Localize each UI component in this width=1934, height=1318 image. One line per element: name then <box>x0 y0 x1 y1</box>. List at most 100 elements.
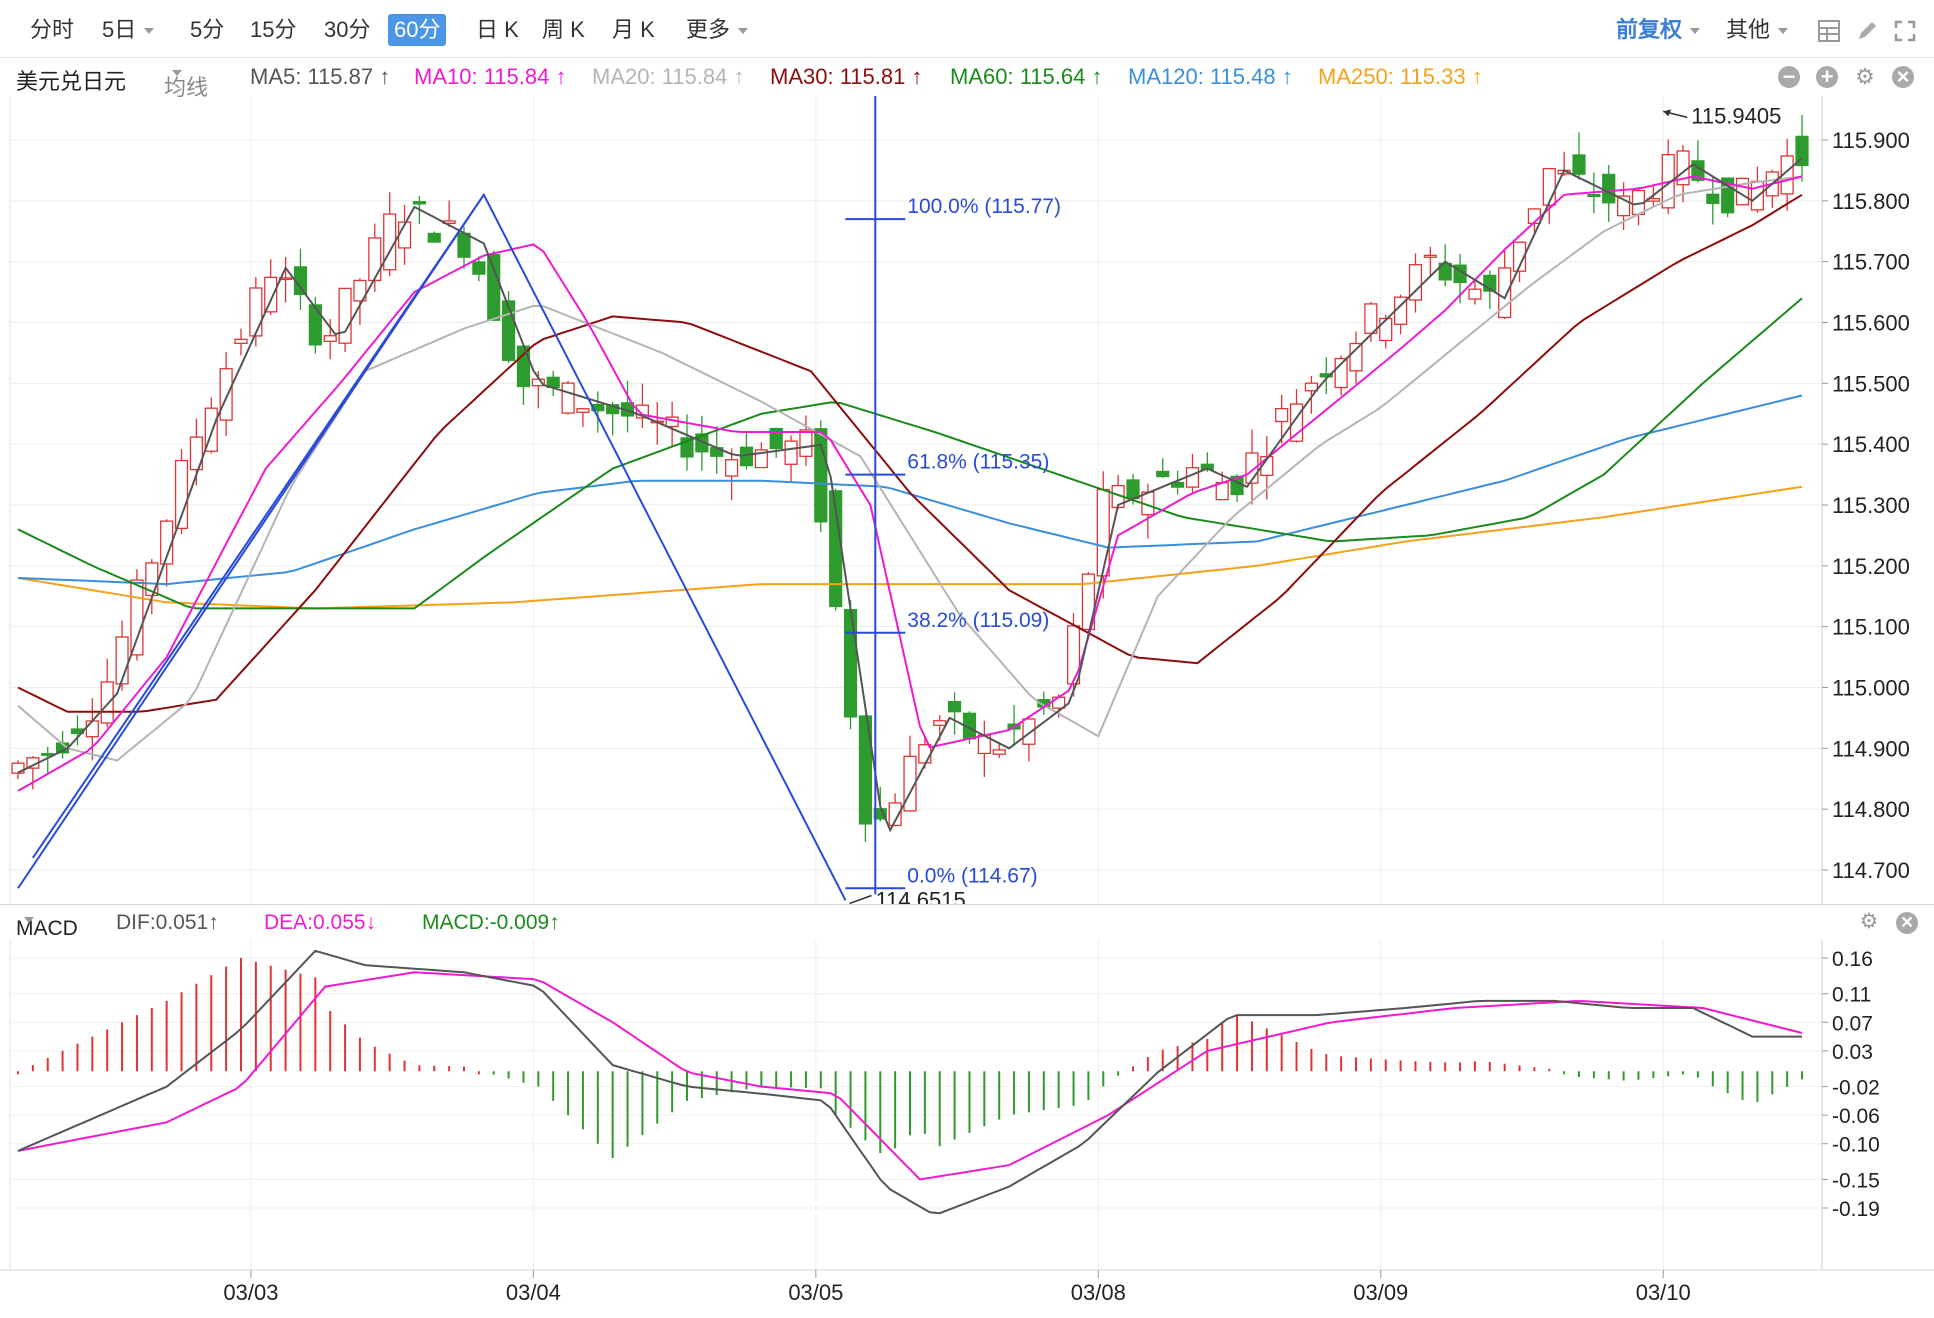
more-dropdown[interactable]: 更多 <box>680 14 754 46</box>
macd-histogram <box>17 958 1803 1158</box>
candle-body <box>561 382 575 414</box>
candle <box>1334 355 1348 396</box>
candle <box>1171 470 1185 495</box>
line-ma5 <box>17 157 1803 833</box>
x-tick-label: 03/09 <box>1353 1280 1408 1305</box>
candle <box>472 256 486 282</box>
candle <box>1423 246 1437 276</box>
candle <box>576 408 590 427</box>
candle-body <box>487 254 501 321</box>
candle <box>814 420 828 532</box>
candle <box>279 257 293 303</box>
candle-body <box>85 720 99 738</box>
tab-period-3[interactable]: 5分 <box>190 17 225 42</box>
line-dif <box>17 949 1802 1215</box>
candle <box>784 435 798 483</box>
candle <box>858 714 872 842</box>
candle <box>249 277 263 347</box>
ma250-label: MA250: 115.33 ↑ <box>1318 64 1483 89</box>
candle-body <box>680 437 694 458</box>
candle-body <box>1512 241 1527 272</box>
candle <box>234 328 248 356</box>
candle-body <box>249 287 263 337</box>
time-axis: 03/03 03/04 03/05 03/08 03/09 03/10 <box>0 1269 1934 1305</box>
candle-body <box>1468 288 1482 300</box>
candle-body <box>1022 718 1036 745</box>
candle-body <box>427 232 441 243</box>
candle-body <box>383 213 397 271</box>
fib-level-label: 38.2% (115.09) <box>907 609 1049 632</box>
candle-body <box>264 276 278 313</box>
y-tick-label: -0.02 <box>1832 1077 1880 1100</box>
candle <box>635 383 649 429</box>
candle-body <box>204 407 218 452</box>
fibonacci-tool: 100.0% (115.77) 61.8% (115.35) 38.2% (115.… <box>17 96 1781 904</box>
candle-body <box>1542 167 1556 206</box>
close-icon[interactable]: × <box>1896 912 1918 934</box>
gear-icon[interactable]: ⚙ <box>1855 64 1875 89</box>
candle-body <box>1423 254 1437 258</box>
tab-period-9[interactable]: 月 K <box>612 17 655 42</box>
minus-icon[interactable]: − <box>1778 66 1800 88</box>
ma10-label: MA10: 115.84 ↑ <box>414 64 567 89</box>
candle <box>843 599 858 730</box>
candle <box>561 381 575 415</box>
fullscreen-icon[interactable] <box>1894 20 1916 42</box>
macd-legend-bar: MACD DIF:0.051↑ DEA:0.055↓ MACD:-0.009↑ … <box>0 904 1934 940</box>
y-tick-label: -0.06 <box>1832 1105 1880 1128</box>
dea-label: DEA:0.055↓ <box>264 911 377 934</box>
candle-body <box>308 304 322 346</box>
candle-body <box>1171 481 1185 488</box>
candle <box>487 250 501 321</box>
ma5-label: MA5: 115.87 ↑ <box>250 64 391 89</box>
tab-period-8[interactable]: 周 K <box>542 17 585 42</box>
fib-level-label: 61.8% (115.35) <box>907 451 1049 474</box>
tab-period-active[interactable]: 60分 <box>388 14 447 46</box>
min-price-label: 114.6515 <box>876 888 966 904</box>
ma30-label: MA30: 115.81 ↑ <box>770 64 923 89</box>
candle <box>323 319 337 360</box>
candle-body <box>1126 479 1140 500</box>
plus-icon[interactable]: + <box>1816 66 1838 88</box>
candle-body <box>992 749 1006 755</box>
candle-body <box>933 720 947 726</box>
candle <box>1245 429 1259 505</box>
candle <box>992 742 1006 759</box>
candle <box>368 223 382 292</box>
tab-period-2[interactable]: 5日 <box>96 14 160 46</box>
pencil-icon[interactable] <box>1856 20 1878 42</box>
candle <box>725 448 739 501</box>
chevron-down-icon <box>144 28 155 35</box>
candle <box>100 658 114 728</box>
candle <box>739 430 754 470</box>
candle <box>1081 571 1095 633</box>
ma120-label: MA120: 115.48 ↑ <box>1128 64 1293 89</box>
candle <box>1572 132 1586 180</box>
grid-layout-icon[interactable] <box>1818 20 1840 42</box>
candle-body <box>1349 342 1363 372</box>
other-dropdown[interactable]: 其他 <box>1726 14 1789 46</box>
candle <box>353 278 367 325</box>
price-chart: 100.0% (115.77) 61.8% (115.35) 38.2% (115.… <box>9 96 1910 904</box>
candle-body <box>888 802 902 827</box>
price-axis: 115.900 115.800 115.700 115.600 115.500 115.4… <box>1822 128 1910 883</box>
candle <box>1408 253 1423 313</box>
adjust-dropdown[interactable]: 前复权 <box>1616 14 1701 46</box>
candle-body <box>234 338 248 345</box>
close-icon[interactable]: × <box>1892 66 1914 88</box>
candle-body <box>1185 467 1200 488</box>
gear-icon[interactable]: ⚙ <box>1859 910 1879 933</box>
tab-period-5[interactable]: 30分 <box>324 17 371 42</box>
x-tick-label: 03/04 <box>506 1280 561 1305</box>
candle-body <box>1066 625 1081 685</box>
tab-period-4[interactable]: 15分 <box>250 17 297 42</box>
candle <box>308 297 322 354</box>
candle <box>204 397 218 454</box>
dif-label: DIF:0.051↑ <box>116 911 219 934</box>
y-tick-label: 115.000 <box>1832 676 1910 701</box>
y-tick-label: 115.100 <box>1832 615 1910 640</box>
line-dea <box>17 971 1803 1181</box>
tab-period-7[interactable]: 日 K <box>476 17 519 42</box>
line-ma60 <box>17 297 1803 610</box>
tab-period-1[interactable]: 分时 <box>30 17 75 42</box>
